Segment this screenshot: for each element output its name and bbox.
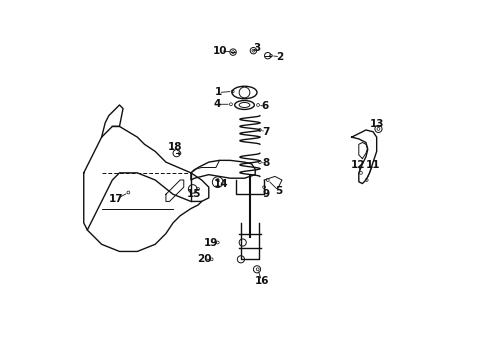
- Text: 8: 8: [262, 158, 269, 168]
- Text: 13: 13: [368, 118, 383, 129]
- Text: 17: 17: [109, 194, 123, 204]
- Text: 10: 10: [212, 46, 227, 56]
- Text: 12: 12: [350, 159, 365, 170]
- Text: 16: 16: [254, 276, 268, 286]
- Text: 3: 3: [253, 43, 260, 53]
- Text: 9: 9: [262, 189, 269, 199]
- Text: 18: 18: [167, 142, 182, 152]
- Text: 14: 14: [214, 179, 228, 189]
- Text: 7: 7: [262, 127, 269, 137]
- Text: 19: 19: [203, 238, 217, 248]
- Text: 6: 6: [261, 102, 268, 111]
- Text: 11: 11: [365, 159, 380, 170]
- Text: 20: 20: [197, 254, 211, 264]
- Text: 5: 5: [275, 186, 282, 196]
- Text: 1: 1: [214, 87, 222, 98]
- Text: 15: 15: [186, 189, 201, 199]
- Text: 2: 2: [276, 52, 283, 62]
- Text: 4: 4: [213, 99, 220, 109]
